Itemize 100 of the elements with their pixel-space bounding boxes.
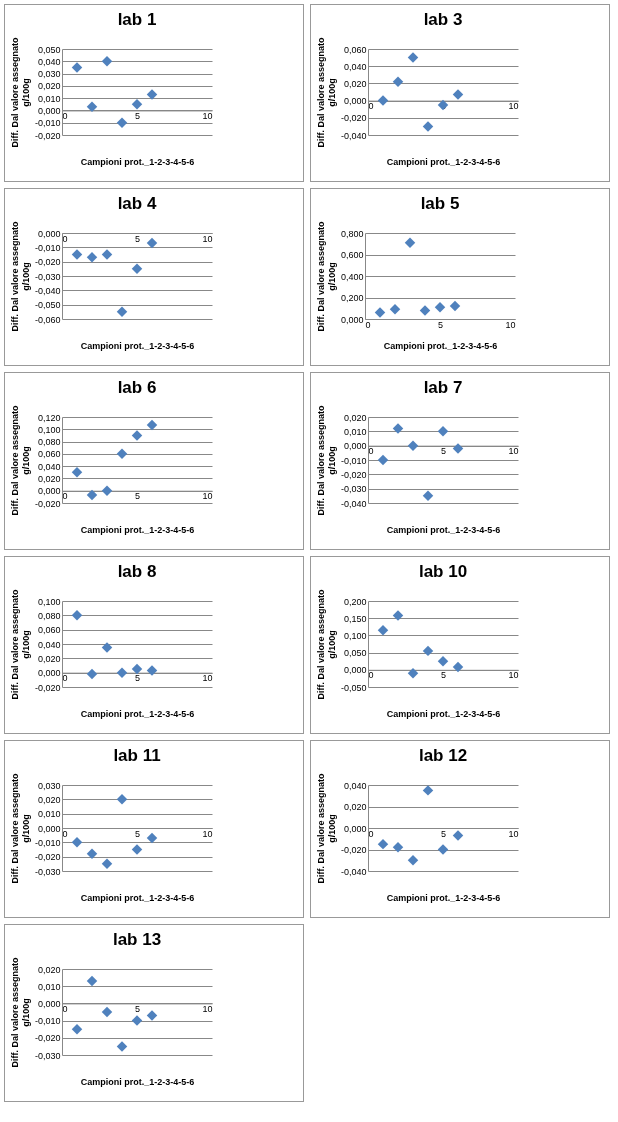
point — [101, 485, 113, 496]
y-axis-title: Diff. Dal valore assegnato g/100g — [315, 772, 337, 884]
point — [131, 1015, 143, 1026]
y-tick-label: -0,020 — [340, 845, 367, 855]
y-tick-label: 0,020 — [37, 794, 61, 805]
point — [101, 642, 113, 653]
point — [131, 263, 143, 275]
point — [437, 99, 449, 111]
point — [434, 301, 446, 313]
y-tick-label: -0,060 — [34, 314, 61, 325]
y-axis-title: Diff. Dal valore assegnato g/100g — [9, 956, 31, 1068]
x-axis-title: Campioni prot._1-2-3-4-5-6 — [80, 1076, 195, 1087]
point — [374, 307, 386, 318]
x-tick-label: 0 — [62, 1003, 68, 1014]
y-axis-title: Diff. Dal valore assegnato g/100g — [9, 404, 31, 516]
point — [146, 89, 158, 100]
y-tick-label: 0,800 — [340, 228, 364, 239]
y-tick-label: 0,010 — [37, 809, 61, 820]
y-tick-label: 0,050 — [37, 44, 61, 55]
x-tick-label: 5 — [134, 491, 141, 502]
x-tick-label: 10 — [202, 233, 213, 244]
x-tick-label: 5 — [134, 233, 141, 244]
point — [452, 661, 464, 673]
x-tick-label: 0 — [62, 110, 68, 121]
y-tick-label: -0,040 — [340, 498, 367, 509]
point — [392, 423, 404, 434]
point — [71, 62, 83, 73]
x-tick-label: 10 — [508, 828, 519, 839]
y-tick-label: 0,120 — [37, 412, 61, 423]
x-tick-label: 10 — [508, 670, 519, 681]
y-tick-label: -0,020 — [34, 852, 61, 863]
point — [86, 101, 98, 112]
y-tick-label: 0,000 — [343, 665, 367, 676]
point — [71, 467, 83, 478]
point — [422, 490, 434, 502]
y-tick-label: -0,040 — [34, 285, 61, 296]
point — [407, 855, 419, 866]
x-tick-label: 0 — [368, 828, 374, 839]
y-tick-label: 0,000 — [37, 486, 61, 497]
x-tick-label: 5 — [440, 670, 447, 681]
y-tick-label: -0,020 — [34, 682, 61, 693]
x-tick-label: 10 — [202, 491, 213, 502]
point — [449, 300, 461, 312]
y-tick-label: 0,000 — [37, 823, 61, 834]
y-tick-label: -0,050 — [34, 300, 61, 311]
y-tick-label: 0,000 — [343, 441, 367, 452]
chart-title: lab 11 — [113, 745, 161, 765]
y-tick-label: 0,060 — [343, 44, 367, 55]
point — [101, 56, 113, 67]
y-tick-label: -0,020 — [34, 257, 61, 268]
chart-title: lab 10 — [418, 561, 468, 581]
chart-title: lab 7 — [423, 377, 463, 397]
y-tick-label: 0,010 — [37, 93, 61, 104]
y-tick-label: 0,040 — [37, 461, 61, 472]
x-axis-title: Campioni prot._1-2-3-4-5-6 — [80, 524, 195, 535]
point — [116, 794, 128, 805]
y-axis-title: Diff. Dal valore assegnato g/100g — [315, 220, 337, 332]
point — [116, 448, 128, 460]
point — [146, 1010, 158, 1021]
x-tick-label: 0 — [368, 670, 374, 681]
y-tick-label: -0,010 — [340, 455, 367, 466]
y-tick-label: 0,040 — [343, 61, 367, 72]
x-axis-title: Campioni prot._1-2-3-4-5-6 — [80, 156, 195, 167]
y-tick-label: 0,400 — [340, 271, 364, 282]
chart-title: lab 4 — [117, 193, 157, 213]
point — [116, 667, 128, 678]
x-tick-label: 0 — [62, 233, 68, 244]
y-tick-label: 0,100 — [37, 596, 61, 607]
point — [146, 237, 158, 249]
y-tick-label: -0,020 — [34, 498, 61, 509]
x-tick-label: 5 — [437, 319, 444, 330]
point — [407, 52, 419, 63]
point — [437, 426, 449, 437]
x-tick-label: 0 — [365, 319, 371, 330]
point — [131, 663, 143, 675]
y-tick-label: 0,020 — [37, 653, 61, 664]
point — [422, 785, 434, 796]
y-tick-label: 0,020 — [37, 964, 61, 975]
chart-title: lab 8 — [117, 561, 157, 581]
y-tick-label: -0,040 — [340, 130, 367, 141]
point — [407, 668, 419, 679]
x-tick-label: 5 — [134, 110, 141, 121]
y-tick-label: 0,030 — [37, 780, 61, 791]
y-tick-label: 0,050 — [343, 648, 367, 659]
x-tick-label: 10 — [508, 101, 519, 112]
chart-title: lab 13 — [112, 929, 162, 949]
y-tick-label: 0,010 — [37, 981, 61, 992]
point — [422, 121, 434, 132]
y-tick-label: 0,020 — [343, 78, 367, 89]
y-tick-label: 0,000 — [37, 228, 61, 239]
x-tick-label: 5 — [134, 1003, 141, 1014]
y-tick-label: 0,010 — [343, 426, 367, 437]
x-tick-label: 0 — [368, 101, 374, 112]
y-axis-title: Diff. Dal valore assegnato g/100g — [315, 404, 337, 516]
y-tick-label: -0,020 — [340, 113, 367, 124]
y-axis-title: Diff. Dal valore assegnato g/100g — [315, 36, 337, 148]
y-tick-label: -0,040 — [340, 866, 367, 877]
point — [101, 249, 113, 260]
x-tick-label: 5 — [440, 446, 447, 457]
x-axis-title: Campioni prot._1-2-3-4-5-6 — [80, 340, 195, 351]
